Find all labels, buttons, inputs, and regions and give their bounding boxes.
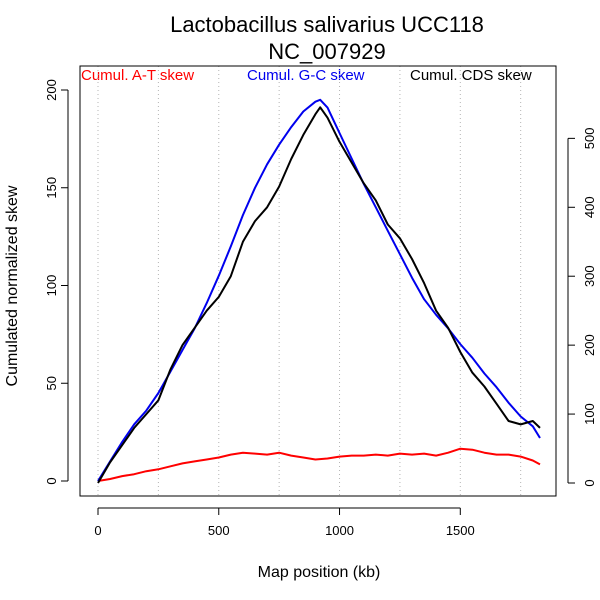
y-left-tick-label: 200 xyxy=(44,79,59,101)
y-right-tick-label: 300 xyxy=(582,265,597,287)
y-axis-title: Cumulated normalized skew xyxy=(4,185,21,386)
cds-skew-line xyxy=(97,106,541,484)
y-left-tick-label: 0 xyxy=(44,477,59,484)
legend-gc-skew: Cumul. G-C skew xyxy=(247,67,365,84)
y-right-tick-label: 200 xyxy=(582,334,597,356)
x-tick-label: 500 xyxy=(208,523,230,538)
x-tick-label: 1500 xyxy=(446,523,475,538)
axes: 0 500 1000 1500 0 50 100 150 200 0 100 200 300 400 500 xyxy=(44,65,597,538)
y-left-tick-label: 50 xyxy=(44,376,59,390)
gc-skew-line xyxy=(97,98,541,482)
x-tick-label: 1000 xyxy=(325,523,354,538)
legend-at-skew: Cumul. A-T skew xyxy=(81,67,194,84)
y-left-tick-label: 100 xyxy=(44,275,59,297)
at-skew-line xyxy=(97,447,541,482)
chart-subtitle: NC_007929 xyxy=(268,39,385,64)
legend-cds-skew: Cumul. CDS skew xyxy=(410,67,532,84)
y-right-tick-label: 100 xyxy=(582,403,597,425)
chart-title: Lactobacillus salivarius UCC118 xyxy=(170,12,484,37)
x-tick-label: 0 xyxy=(94,523,101,538)
y-left-tick-label: 150 xyxy=(44,177,59,199)
x-axis-title: Map position (kb) xyxy=(258,564,381,581)
series-lines xyxy=(97,98,541,484)
plot-frame xyxy=(79,65,557,497)
y-right-tick-label: 400 xyxy=(582,196,597,218)
x-gridlines xyxy=(97,66,522,496)
y-right-tick-label: 0 xyxy=(582,479,597,486)
y-right-tick-label: 500 xyxy=(582,128,597,150)
